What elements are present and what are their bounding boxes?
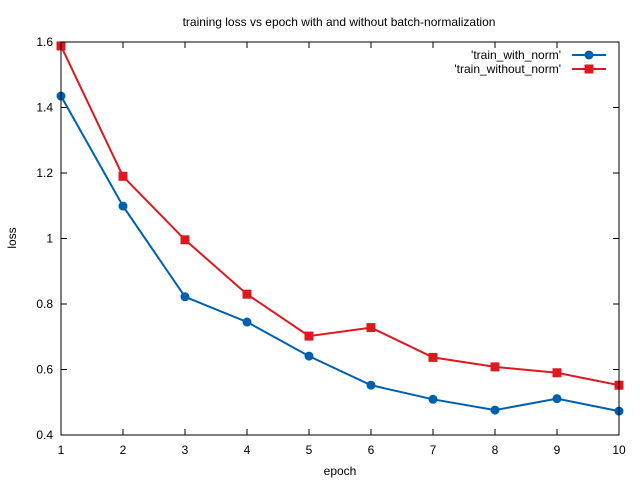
data-point [118,201,128,211]
y-tick-label: 1.4 [36,101,53,115]
data-point [180,292,190,302]
legend: 'train_with_norm''train_without_norm' [454,48,606,76]
chart-title: training loss vs epoch with and without … [183,15,496,29]
data-point [366,380,376,390]
y-tick-label: 1.6 [36,35,53,49]
data-point [552,394,562,404]
legend-item: 'train_with_norm' [471,48,606,62]
y-tick-label: 0.6 [36,363,53,377]
legend-marker [584,50,594,60]
x-tick-label: 7 [430,443,437,457]
x-tick-label: 3 [182,443,189,457]
legend-marker [584,64,594,74]
y-tick-label: 0.8 [36,297,53,311]
y-tick-label: 1.2 [36,166,53,180]
data-point [490,405,500,415]
data-point [304,351,314,361]
data-point [490,362,500,372]
data-point [118,171,128,181]
data-point [366,323,376,333]
axis-ticks: 1 2 3 4 5 6 7 8 9 10 0.4 0.6 0.8 1 1.2 1.4 1.6 [36,35,626,457]
legend-item: 'train_without_norm' [454,62,606,76]
data-point [180,235,190,245]
x-tick-label: 9 [554,443,561,457]
plot-border [60,41,620,436]
data-point [428,394,438,404]
x-tick-label: 6 [368,443,375,457]
legend-label: 'train_with_norm' [471,48,561,62]
y-axis-label: loss [5,227,19,248]
y-tick-label: 0.4 [36,428,53,442]
series-line [60,45,620,387]
x-tick-label: 10 [612,443,626,457]
series-layer [56,41,624,416]
legend-label: 'train_without_norm' [454,62,561,76]
data-point [242,317,252,327]
series-line [60,95,620,413]
x-tick-label: 4 [244,443,251,457]
x-tick-label: 2 [120,443,127,457]
x-tick-label: 8 [492,443,499,457]
x-tick-label: 1 [58,443,65,457]
data-point [428,352,438,362]
x-axis-label: epoch [324,464,357,478]
data-point [552,368,562,378]
y-tick-label: 1 [46,232,53,246]
data-point [304,331,314,341]
x-tick-label: 5 [306,443,313,457]
data-point [242,289,252,299]
